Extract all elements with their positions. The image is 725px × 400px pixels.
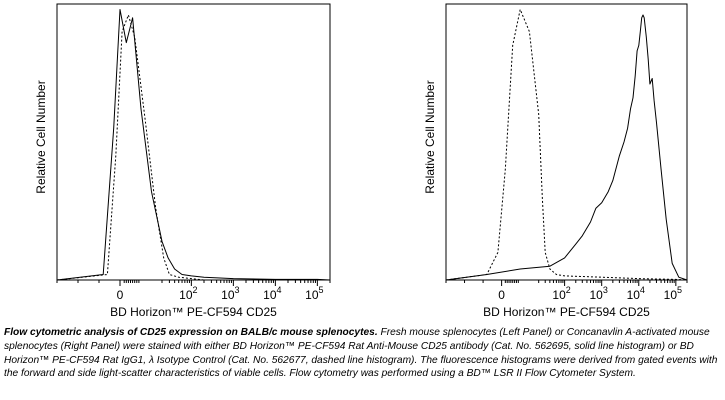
x-axis-label: BD Horizon™ PE-CF594 CD25 xyxy=(110,305,277,319)
histogram-dashed-line xyxy=(445,9,688,281)
x-tick-label: 105 xyxy=(664,285,682,302)
x-tick-label: 0 xyxy=(117,288,124,302)
x-tick-label: 102 xyxy=(552,285,570,302)
plot-frame xyxy=(56,3,331,281)
x-tick-label: 105 xyxy=(305,285,323,302)
x-tick-label: 102 xyxy=(179,285,197,302)
x-tick-label: 104 xyxy=(627,285,645,302)
caption-title: Flow cytometric analysis of CD25 express… xyxy=(4,327,378,338)
histogram-dashed-line xyxy=(56,14,205,281)
x-tick-label: 0 xyxy=(498,288,505,302)
x-axis-label: BD Horizon™ PE-CF594 CD25 xyxy=(483,305,650,319)
caption-body: Fresh mouse splenocytes (Left Panel) or … xyxy=(4,327,718,380)
y-axis-label: Relative Cell Number xyxy=(34,80,48,193)
plot-frame xyxy=(445,3,688,281)
x-tick-label: 103 xyxy=(589,285,607,302)
figure-caption: Flow cytometric analysis of CD25 express… xyxy=(4,326,720,381)
histogram-solid-line xyxy=(56,9,331,281)
figure: 0 102 103 104 105 BD Horizon™ PE-CF594 CD25 Re… xyxy=(34,3,688,319)
x-tick-label: 104 xyxy=(263,285,281,302)
histogram-panel-right: 0 102 103 104 105 BD Horizon™ PE-CF594 CD25 Re… xyxy=(423,3,688,319)
histogram-panel-left: 0 102 103 104 105 BD Horizon™ PE-CF594 CD25 Re… xyxy=(34,3,331,319)
x-tick-label: 103 xyxy=(221,285,239,302)
histogram-solid-line xyxy=(445,14,688,281)
y-axis-label: Relative Cell Number xyxy=(423,80,437,193)
